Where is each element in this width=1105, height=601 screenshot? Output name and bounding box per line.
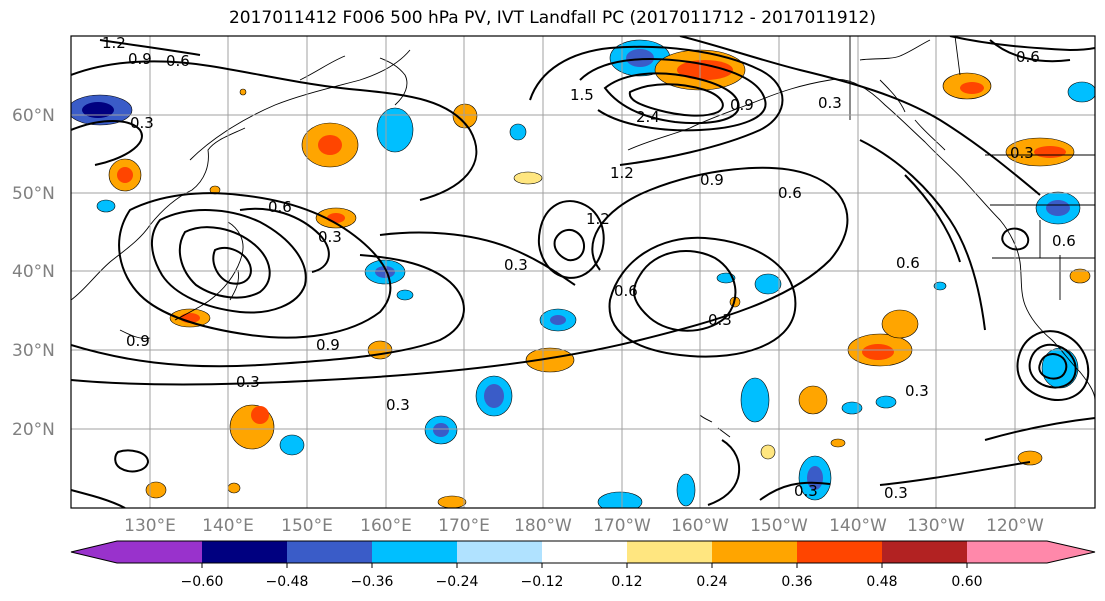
contour-label: 0.6 — [896, 254, 920, 272]
plot-frame — [70, 35, 1096, 509]
colorbar-segment-4 — [372, 541, 457, 563]
contour-label: 0.3 — [318, 228, 342, 246]
contour-label: 0.3 — [708, 311, 732, 329]
contour-label: 0.3 — [818, 94, 842, 112]
lon-label-130e: 130°E — [124, 516, 176, 536]
colorbar-segment-10 — [882, 541, 967, 563]
contour-label: 0.6 — [778, 184, 802, 202]
plot-area — [71, 36, 1095, 508]
colorbar-tick-label: −0.60 — [181, 574, 224, 590]
colorbar-tick-labels: −0.60 −0.48 −0.36 −0.24 −0.12 0.12 0.24 … — [181, 574, 983, 590]
contour-label: 0.3 — [504, 256, 528, 274]
lon-label-120w: 120°W — [986, 516, 1044, 536]
colorbar-segment-6 — [542, 541, 627, 563]
lat-label-30n: 30°N — [12, 341, 55, 361]
contour-label: 0.6 — [1052, 232, 1076, 250]
contour-label: 0.3 — [794, 482, 818, 500]
lon-label-130w: 130°W — [907, 516, 965, 536]
colorbar-segment-2 — [202, 541, 287, 563]
contour-label: 0.6 — [268, 198, 292, 216]
colorbar-segment-11 — [967, 541, 1047, 563]
contour-label: 2.4 — [636, 108, 660, 126]
lon-label-140e: 140°E — [202, 516, 254, 536]
colorbar-segment-8 — [712, 541, 797, 563]
colorbar-tick-label: 0.36 — [781, 574, 812, 590]
colorbar-segment-12 — [1047, 541, 1095, 563]
contour-label: 0.9 — [316, 336, 340, 354]
lat-label-50n: 50°N — [12, 184, 55, 204]
colorbar-segment-0 — [71, 541, 117, 563]
lon-label-180w: 180°W — [514, 516, 572, 536]
pv-contours — [71, 36, 1095, 508]
contour-label: 0.9 — [730, 96, 754, 114]
colorbar-outline — [70, 540, 1096, 564]
contour-label: 0.9 — [128, 50, 152, 68]
contour-label: 0.6 — [166, 52, 190, 70]
colorbar-segment-7 — [627, 541, 712, 563]
contour-label: 0.9 — [126, 332, 150, 350]
colorbar-segment-9 — [797, 541, 882, 563]
contour-label: 0.3 — [386, 396, 410, 414]
lon-label-170w: 170°W — [593, 516, 651, 536]
contour-label: 1.2 — [102, 34, 126, 52]
lon-label-140w: 140°W — [829, 516, 887, 536]
contour-label: 0.3 — [905, 382, 929, 400]
lon-label-160e: 160°E — [360, 516, 412, 536]
lon-label-150e: 150°E — [281, 516, 333, 536]
colorbar-ticks — [201, 563, 968, 568]
colorbar-segment-1 — [117, 541, 202, 563]
colorbar-segment-3 — [287, 541, 372, 563]
colorbar-tick-label: −0.48 — [266, 574, 309, 590]
lon-label-170e: 170°E — [438, 516, 490, 536]
colorbar-tick-label: −0.36 — [351, 574, 394, 590]
lon-label-160w: 160°W — [671, 516, 729, 536]
lat-label-40n: 40°N — [12, 262, 55, 282]
contour-label: 0.6 — [614, 282, 638, 300]
contour-label: 0.3 — [1010, 144, 1034, 162]
contour-label: 1.2 — [586, 210, 610, 228]
contour-label: 0.9 — [700, 171, 724, 189]
colorbar: −0.60 −0.48 −0.36 −0.24 −0.12 0.12 0.24 … — [70, 540, 1096, 590]
colorbar-segment-5 — [457, 541, 542, 563]
longitude-labels: 130°E 140°E 150°E 160°E 170°E 180°W 170°… — [124, 516, 1044, 536]
colorbar-tick-label: −0.24 — [436, 574, 479, 590]
contour-label: 1.5 — [570, 86, 594, 104]
contour-label: 1.2 — [610, 164, 634, 182]
latitude-labels: 60°N 50°N 40°N 30°N 20°N — [12, 106, 55, 440]
contour-label: 0.3 — [130, 114, 154, 132]
colorbar-tick-label: 0.60 — [951, 574, 982, 590]
contour-label: 0.3 — [884, 484, 908, 502]
colorbar-tick-label: 0.48 — [866, 574, 897, 590]
colorbar-tick-label: −0.12 — [521, 574, 564, 590]
lon-label-150w: 150°W — [750, 516, 808, 536]
contour-label: 0.3 — [236, 373, 260, 391]
contour-label: 0.6 — [1016, 48, 1040, 66]
lat-label-20n: 20°N — [12, 420, 55, 440]
figure-title: 2017011412 F006 500 hPa PV, IVT Landfall… — [228, 8, 876, 28]
lat-label-60n: 60°N — [12, 106, 55, 126]
contour-labels: 1.2 0.9 0.6 0.3 0.3 1.5 2.4 1.2 0.9 0.6 … — [102, 34, 1076, 502]
colorbar-tick-label: 0.12 — [611, 574, 642, 590]
colorbar-tick-label: 0.24 — [696, 574, 727, 590]
